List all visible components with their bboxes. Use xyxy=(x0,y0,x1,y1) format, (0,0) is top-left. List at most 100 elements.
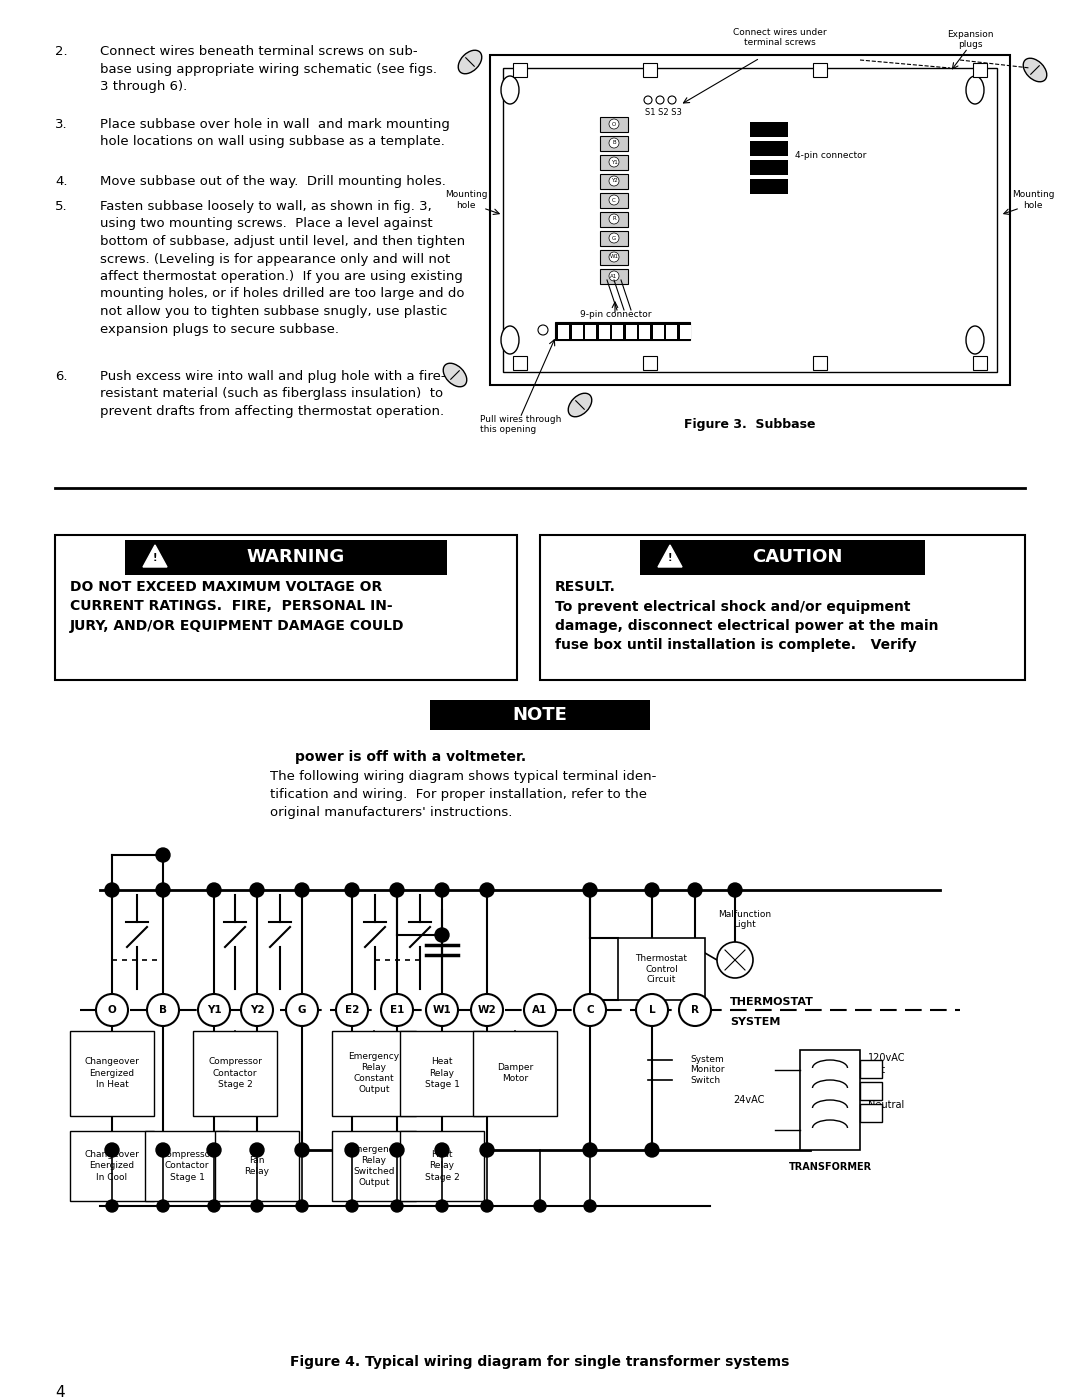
Circle shape xyxy=(609,156,619,168)
Circle shape xyxy=(286,995,318,1025)
Bar xyxy=(70,1031,154,1116)
Text: Y1: Y1 xyxy=(206,1004,221,1016)
Text: Figure 3.  Subbase: Figure 3. Subbase xyxy=(685,418,815,432)
Circle shape xyxy=(249,883,264,897)
Circle shape xyxy=(480,1143,494,1157)
Text: Compressor
Contactor
Stage 2: Compressor Contactor Stage 2 xyxy=(208,1058,262,1088)
Text: A1: A1 xyxy=(610,274,618,278)
Text: power is off with a voltmeter.: power is off with a voltmeter. xyxy=(295,750,526,764)
Text: Fan
Relay: Fan Relay xyxy=(244,1155,270,1176)
Text: Changeover
Energized
In Cool: Changeover Energized In Cool xyxy=(84,1150,139,1182)
Bar xyxy=(860,1083,882,1099)
Bar xyxy=(666,326,677,339)
Polygon shape xyxy=(143,545,167,567)
Bar xyxy=(430,700,650,731)
Bar xyxy=(600,136,627,151)
Bar xyxy=(612,326,623,339)
Text: Emergency
Relay
Switched
Output: Emergency Relay Switched Output xyxy=(349,1146,400,1187)
Circle shape xyxy=(609,176,619,186)
Text: Y2: Y2 xyxy=(249,1004,265,1016)
Text: 9-pin connector: 9-pin connector xyxy=(580,310,651,319)
Bar xyxy=(215,1132,299,1201)
Text: NOTE: NOTE xyxy=(513,705,567,724)
Text: System
Monitor
Switch: System Monitor Switch xyxy=(690,1055,725,1085)
Circle shape xyxy=(105,1143,119,1157)
Circle shape xyxy=(669,96,676,103)
Circle shape xyxy=(656,96,664,103)
Circle shape xyxy=(381,995,413,1025)
Circle shape xyxy=(584,1200,596,1213)
Text: 6.: 6. xyxy=(55,370,67,383)
Circle shape xyxy=(426,995,458,1025)
Circle shape xyxy=(241,995,273,1025)
Bar xyxy=(600,117,627,131)
Circle shape xyxy=(156,883,170,897)
Circle shape xyxy=(609,251,619,263)
Circle shape xyxy=(679,995,711,1025)
Ellipse shape xyxy=(443,363,467,387)
Circle shape xyxy=(207,1143,221,1157)
Ellipse shape xyxy=(568,393,592,416)
Circle shape xyxy=(471,995,503,1025)
Bar xyxy=(598,326,609,339)
Circle shape xyxy=(728,883,742,897)
Bar xyxy=(973,63,987,77)
Circle shape xyxy=(688,883,702,897)
Text: W2: W2 xyxy=(477,1004,497,1016)
Bar xyxy=(625,326,636,339)
Text: Y2: Y2 xyxy=(610,179,618,183)
Text: 5.: 5. xyxy=(55,200,68,212)
Bar xyxy=(193,1031,276,1116)
Bar xyxy=(555,321,690,339)
Circle shape xyxy=(609,138,619,148)
Bar xyxy=(332,1031,416,1116)
Bar xyxy=(513,356,527,370)
Text: 3.: 3. xyxy=(55,117,68,131)
Text: W1: W1 xyxy=(433,1004,451,1016)
Bar xyxy=(800,1051,860,1150)
Circle shape xyxy=(573,995,606,1025)
Circle shape xyxy=(636,995,669,1025)
Bar xyxy=(750,161,788,175)
Circle shape xyxy=(645,883,659,897)
Bar xyxy=(643,63,657,77)
Circle shape xyxy=(157,1200,168,1213)
Text: CAUTION: CAUTION xyxy=(753,548,842,566)
Circle shape xyxy=(480,883,494,897)
Circle shape xyxy=(391,1200,403,1213)
Text: E2: E2 xyxy=(345,1004,360,1016)
Bar xyxy=(540,535,1025,680)
Bar xyxy=(860,1060,882,1078)
Text: 24vAC: 24vAC xyxy=(733,1095,765,1105)
Ellipse shape xyxy=(501,75,519,103)
Bar xyxy=(145,1132,229,1201)
Text: R: R xyxy=(612,217,616,222)
Bar xyxy=(750,141,788,156)
Circle shape xyxy=(583,1143,597,1157)
Text: The following wiring diagram shows typical terminal iden-
tification and wiring.: The following wiring diagram shows typic… xyxy=(270,770,657,819)
Circle shape xyxy=(609,119,619,129)
Circle shape xyxy=(96,995,129,1025)
Circle shape xyxy=(534,1200,546,1213)
Circle shape xyxy=(251,1200,264,1213)
Bar xyxy=(813,356,827,370)
Circle shape xyxy=(609,271,619,281)
Circle shape xyxy=(644,96,652,103)
Bar xyxy=(643,356,657,370)
Bar xyxy=(618,937,705,1000)
Ellipse shape xyxy=(501,326,519,353)
Circle shape xyxy=(524,995,556,1025)
Bar xyxy=(332,1132,416,1201)
Circle shape xyxy=(609,233,619,243)
Text: Heat
Relay
Stage 2: Heat Relay Stage 2 xyxy=(424,1150,459,1182)
Bar xyxy=(513,63,527,77)
Circle shape xyxy=(583,883,597,897)
Circle shape xyxy=(208,1200,220,1213)
Bar xyxy=(600,175,627,189)
Text: Fasten subbase loosely to wall, as shown in fig. 3,
using two mounting screws.  : Fasten subbase loosely to wall, as shown… xyxy=(100,200,465,335)
Circle shape xyxy=(435,883,449,897)
Text: G: G xyxy=(298,1004,307,1016)
Text: Compressor
Contactor
Stage 1: Compressor Contactor Stage 1 xyxy=(160,1150,214,1182)
Text: Changeover
Energized
In Heat: Changeover Energized In Heat xyxy=(84,1058,139,1088)
Text: Emergency
Relay
Constant
Output: Emergency Relay Constant Output xyxy=(349,1052,400,1094)
